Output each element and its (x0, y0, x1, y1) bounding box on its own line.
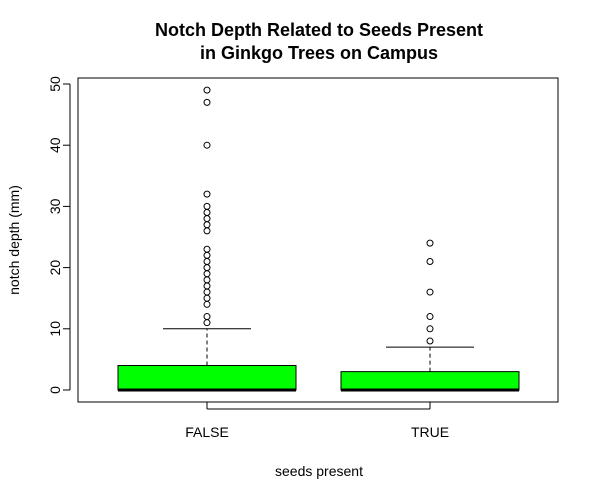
outlier-point (203, 294, 211, 302)
outlier-point (426, 313, 434, 321)
outlier-point (203, 86, 211, 94)
y-tick-label: 30 (47, 198, 63, 214)
chart-title-line-1: Notch Depth Related to Seeds Present (155, 20, 483, 40)
outlier-point (426, 288, 434, 296)
outlier-point (203, 221, 211, 229)
outlier-point (203, 257, 211, 265)
outlier-point (203, 282, 211, 290)
y-tick-label: 10 (47, 321, 63, 337)
outlier-point (203, 264, 211, 272)
y-tick-label: 50 (47, 76, 63, 92)
boxes-layer (117, 86, 520, 392)
box-body (340, 371, 520, 391)
chart-title-line-2: in Ginkgo Trees on Campus (200, 43, 438, 63)
x-tick-label: TRUE (411, 424, 449, 440)
outlier-point (426, 239, 434, 247)
outlier-point (426, 325, 434, 333)
outlier-point (203, 276, 211, 284)
outlier-point (426, 337, 434, 345)
outlier-point (203, 215, 211, 223)
outlier-point (203, 202, 211, 210)
y-axis: 0 10 20 30 40 50 (47, 76, 71, 394)
outlier-point (203, 313, 211, 321)
outlier-point (203, 251, 211, 259)
outlier-point (203, 209, 211, 217)
outlier-point (203, 190, 211, 198)
box-true (340, 239, 520, 392)
y-tick-label: 0 (47, 386, 63, 394)
y-axis-label: notch depth (mm) (6, 185, 22, 295)
outlier-point (203, 300, 211, 308)
box-false (117, 86, 297, 392)
outlier-point (203, 98, 211, 106)
outlier-point (203, 270, 211, 278)
x-tick-label: FALSE (185, 424, 229, 440)
x-axis: FALSE TRUE (185, 402, 449, 440)
y-tick-label: 40 (47, 137, 63, 153)
x-axis-label: seeds present (275, 463, 363, 479)
outlier-point (203, 319, 211, 327)
box-body (117, 365, 297, 391)
outlier-point (203, 141, 211, 149)
outlier-point (203, 288, 211, 296)
outlier-point (203, 227, 211, 235)
outlier-point (426, 257, 434, 265)
plot-frame (77, 77, 559, 403)
outlier-point (203, 245, 211, 253)
y-tick-label: 20 (47, 260, 63, 276)
